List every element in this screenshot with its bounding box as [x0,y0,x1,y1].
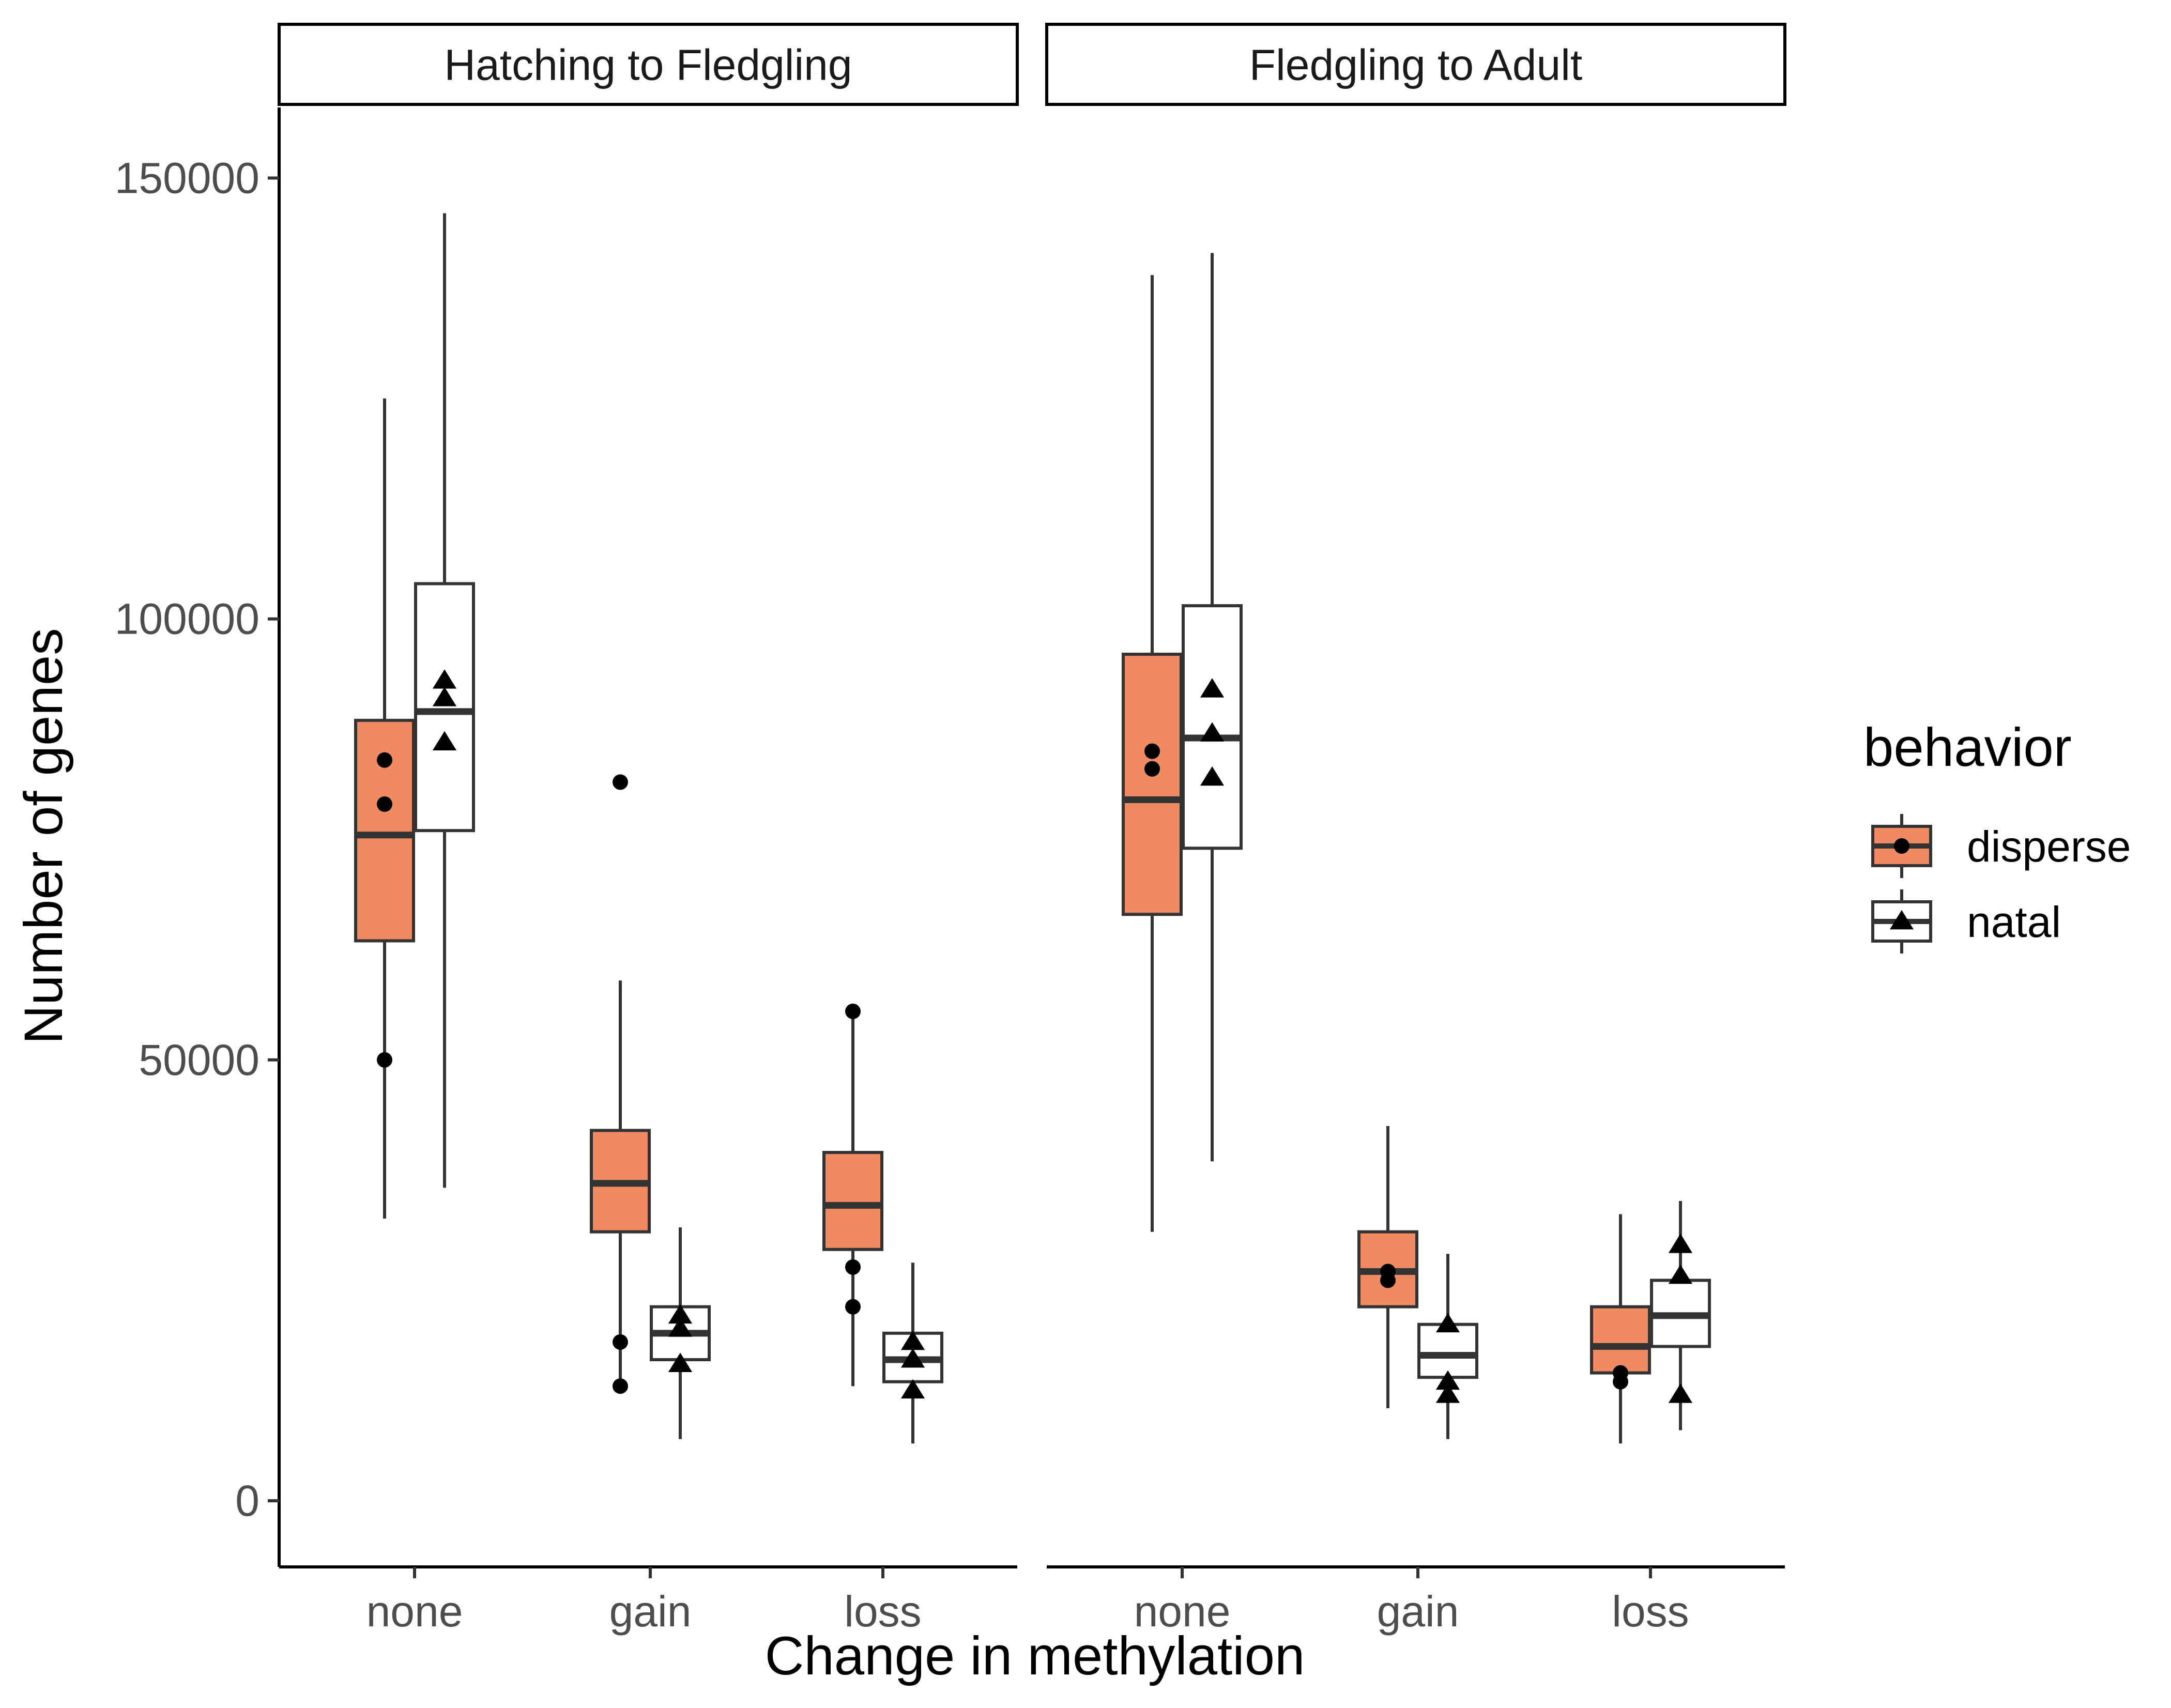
data-point [377,1052,392,1068]
legend-title: behavior [1863,717,2072,778]
x-tick-label: none [1134,1587,1231,1636]
data-point [377,796,392,812]
x-tick-label: gain [1377,1587,1459,1636]
box-iqr [414,582,475,833]
x-tick-label: gain [609,1587,692,1636]
panel-fledgling-to-adult: Fledgling to Adult none gain loss [1045,23,1786,1636]
x-axis-title: Change in methylation [765,1626,1305,1686]
y-tick-label: 100000 [115,595,259,643]
box-loss-disperse [1590,1214,1651,1444]
y-tick-label: 0 [235,1476,259,1525]
box-none-disperse [1122,275,1183,1232]
box-iqr [1182,604,1243,850]
data-point [668,1352,693,1372]
data-point [1144,743,1160,759]
data-point [1613,1374,1628,1390]
legend-item-disperse: disperse [1871,814,2131,878]
legend-item-label: disperse [1967,822,2131,871]
box-gain-disperse [1357,1126,1418,1408]
data-point [1200,722,1225,742]
data-point [613,1378,628,1394]
x-tick-label: none [366,1587,463,1636]
data-point [668,1317,693,1337]
data-point [1668,1383,1693,1403]
legend-item-natal: natal [1871,889,2061,953]
y-axis-title: Number of genes [13,628,74,1044]
panel-strip [1045,23,1786,106]
box-gain-natal [650,1227,711,1439]
data-point [668,1304,693,1324]
legend-item-label: natal [1967,898,2061,946]
box-none-natal [414,213,475,1188]
data-point [377,752,392,768]
x-tick-label: loss [844,1587,921,1636]
data-point [1144,761,1160,777]
box-loss-natal [1650,1201,1711,1430]
data-point [900,1379,925,1399]
data-point [900,1348,925,1368]
data-point [1435,1313,1460,1333]
data-point [613,1334,628,1350]
data-point [1200,766,1225,786]
legend-key-point [1889,910,1914,930]
legend: behavior disperse natal [1863,717,2131,953]
panel-title: Hatching to Fledgling [444,41,852,89]
panel-hatching-to-fledgling: Hatching to Fledgling none gain loss [278,23,1019,1636]
box-loss-natal [882,1263,943,1444]
y-tick-label: 50000 [139,1036,259,1084]
y-tick-label: 150000 [115,154,259,203]
data-point [1668,1234,1693,1253]
box-gain-natal [1417,1254,1478,1439]
data-point [845,1004,861,1020]
data-point [900,1330,925,1350]
data-point [1435,1383,1460,1403]
data-point [613,774,628,790]
data-point [432,731,457,750]
data-point [845,1259,861,1275]
box-iqr [822,1151,883,1251]
data-point [432,669,457,689]
data-point [432,687,457,706]
box-loss-disperse [822,1004,883,1387]
x-tick-label: loss [1612,1587,1689,1636]
box-iqr [1122,652,1183,916]
box-none-natal [1182,253,1243,1162]
axes-layer: 0 50000 100000 150000 [115,107,281,1567]
data-point [1200,678,1225,698]
data-point [845,1299,861,1315]
panel-title: Fledgling to Adult [1249,41,1582,89]
panel-strip [278,23,1019,106]
box-gain-disperse [590,774,651,1394]
data-point [1435,1370,1460,1390]
legend-key-point [1894,838,1909,854]
box-iqr [1590,1305,1651,1375]
box-none-disperse [354,398,415,1219]
data-point [1668,1264,1693,1284]
data-point [1380,1272,1396,1288]
